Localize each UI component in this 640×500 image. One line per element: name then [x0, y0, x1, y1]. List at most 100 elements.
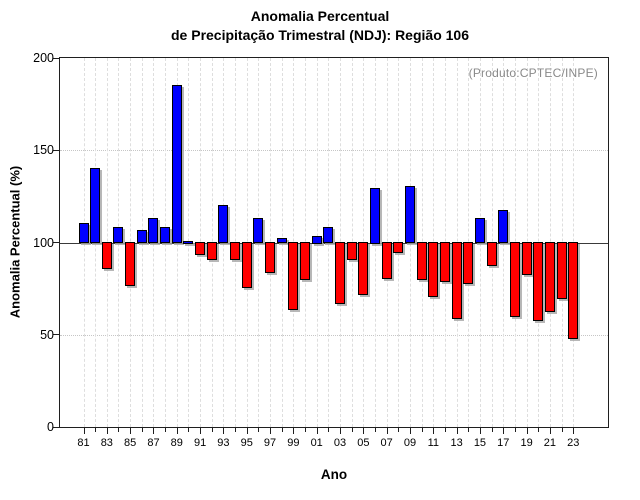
bar-2020	[533, 241, 544, 321]
x-tick-2004	[351, 428, 353, 432]
bar-1982	[90, 167, 101, 244]
x-tick-2012	[444, 428, 446, 432]
x-tick-label-2003: 03	[333, 437, 347, 449]
x-tick-label-1991: 91	[193, 437, 207, 449]
bar-2019	[521, 241, 532, 275]
x-tick-label-2023: 23	[567, 437, 580, 449]
x-tick-label-2001: 01	[310, 437, 323, 449]
x-tick-2018	[514, 428, 516, 432]
x-tick-label-1995: 95	[240, 437, 253, 449]
y-tick-150	[53, 149, 60, 151]
bar-2013	[451, 241, 462, 320]
h-gridline-50	[60, 334, 608, 336]
x-tick-label-2017: 17	[497, 437, 510, 449]
y-tick-label-0: 0	[47, 420, 54, 434]
x-tick-2005	[363, 428, 365, 434]
x-tick-1982	[95, 428, 97, 432]
x-tick-1988	[165, 428, 167, 432]
x-tick-label-1981: 81	[77, 437, 90, 449]
x-tick-2011	[433, 428, 435, 434]
bar-1984	[113, 226, 124, 244]
bar-1995	[241, 241, 252, 288]
bar-2017	[498, 210, 509, 244]
x-tick-2021	[549, 428, 551, 434]
x-tick-2002	[328, 428, 330, 432]
x-tick-1997	[270, 428, 272, 434]
y-tick-50	[53, 334, 60, 336]
x-tick-label-2005: 05	[357, 437, 370, 449]
x-tick-1998	[281, 428, 283, 432]
x-tick-1993	[223, 428, 225, 434]
x-tick-1990	[188, 428, 190, 432]
bar-2006	[370, 188, 380, 244]
bar-1999	[288, 241, 299, 310]
x-tick-2000	[305, 428, 307, 432]
x-tick-label-1993: 93	[217, 437, 230, 449]
x-tick-2001	[316, 428, 318, 434]
x-tick-2016	[491, 428, 493, 432]
bar-2015	[474, 217, 485, 244]
x-tick-label-2007: 07	[380, 437, 393, 449]
source-annotation: (Produto:CPTEC/INPE)	[468, 66, 598, 80]
bar-2009	[404, 186, 415, 244]
y-tick-200	[53, 57, 60, 59]
bar-2012	[439, 241, 450, 283]
bar-2003	[335, 241, 346, 305]
bar-1996	[253, 217, 264, 244]
y-tick-100	[53, 242, 60, 243]
x-tick-2008	[398, 428, 400, 432]
x-tick-2010	[421, 428, 423, 432]
x-tick-1991	[200, 428, 202, 434]
x-tick-label-2019: 19	[520, 437, 533, 449]
bar-2022	[556, 241, 567, 299]
x-tick-2006	[375, 428, 376, 432]
chart-title: Anomalia Percentual de Precipitação Trim…	[0, 7, 640, 45]
bar-2001	[311, 235, 322, 244]
x-tick-1983	[106, 428, 108, 434]
y-tick-label-50: 50	[40, 327, 54, 342]
bar-2008	[393, 241, 404, 253]
y-tick-label-150: 150	[33, 143, 54, 158]
baseline-100pct	[60, 242, 608, 244]
x-tick-1987	[153, 428, 155, 434]
x-tick-label-1989: 89	[170, 437, 183, 449]
x-tick-label-2011: 11	[427, 437, 440, 449]
bar-2023	[568, 241, 579, 340]
bar-2002	[323, 226, 334, 244]
x-tick-2007	[386, 428, 388, 434]
bar-1994	[230, 241, 241, 261]
plot-area	[59, 57, 609, 428]
x-tick-label-1983: 83	[100, 437, 113, 449]
x-axis-label: Ano	[320, 467, 348, 482]
bar-1987	[148, 217, 159, 244]
bar-1990	[183, 240, 194, 244]
bar-2016	[486, 241, 497, 266]
y-tick-label-200: 200	[33, 51, 54, 65]
y-tick-0	[53, 426, 60, 428]
x-tick-1985	[130, 428, 132, 434]
bar-1981	[78, 223, 89, 244]
bar-2004	[346, 241, 357, 261]
chart-title-line2: de Precipitação Trimestral (NDJ): Região…	[171, 27, 469, 43]
x-tick-2003	[340, 428, 342, 434]
x-tick-2017	[503, 428, 505, 434]
bar-1992	[206, 241, 217, 261]
bar-2007	[381, 241, 392, 279]
bar-2014	[463, 241, 474, 285]
x-tick-2009	[409, 428, 411, 434]
x-tick-1989	[176, 428, 178, 434]
bar-1989	[171, 84, 182, 244]
x-tick-2015	[479, 428, 481, 434]
bar-2021	[544, 241, 555, 312]
x-tick-1992	[211, 428, 213, 432]
x-tick-label-2015: 15	[473, 437, 487, 449]
x-tick-1995	[246, 428, 248, 434]
chart-title-line1: Anomalia Percentual	[250, 8, 390, 24]
bar-2010	[416, 241, 427, 281]
x-tick-1984	[118, 428, 120, 432]
x-tick-1999	[293, 428, 295, 434]
x-tick-2020	[538, 428, 540, 432]
x-tick-2023	[573, 428, 575, 434]
x-tick-label-1997: 97	[263, 437, 277, 449]
